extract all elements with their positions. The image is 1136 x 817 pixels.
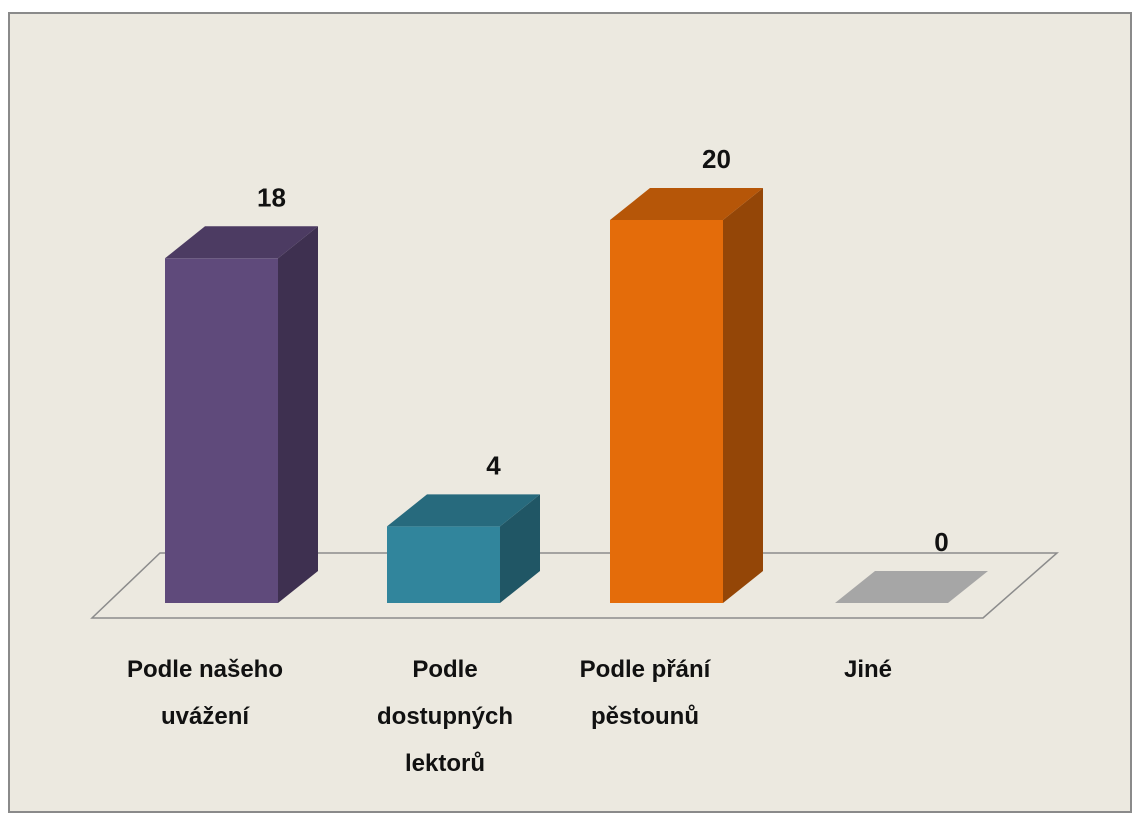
value-label: 20 <box>702 144 731 174</box>
bar-top <box>387 494 540 527</box>
bar-top <box>835 571 988 603</box>
bar <box>165 258 278 603</box>
value-label: 18 <box>257 182 286 212</box>
bar <box>610 220 723 603</box>
value-label: 0 <box>934 527 948 557</box>
x-tick-label: Podle našeho uvážení <box>126 656 284 730</box>
x-tick-label: Podle dostupných lektorů <box>377 656 513 777</box>
bar <box>387 526 500 603</box>
bar-side <box>500 494 540 603</box>
x-tick-label: Podle přání pěstounů <box>579 656 711 730</box>
floor <box>90 552 1059 619</box>
x-tick-label: Jiné <box>843 656 893 683</box>
bar-side <box>278 226 318 604</box>
value-label: 4 <box>486 450 501 480</box>
bar-side <box>723 188 763 603</box>
bar-top <box>610 188 763 220</box>
bar-top <box>165 226 318 259</box>
